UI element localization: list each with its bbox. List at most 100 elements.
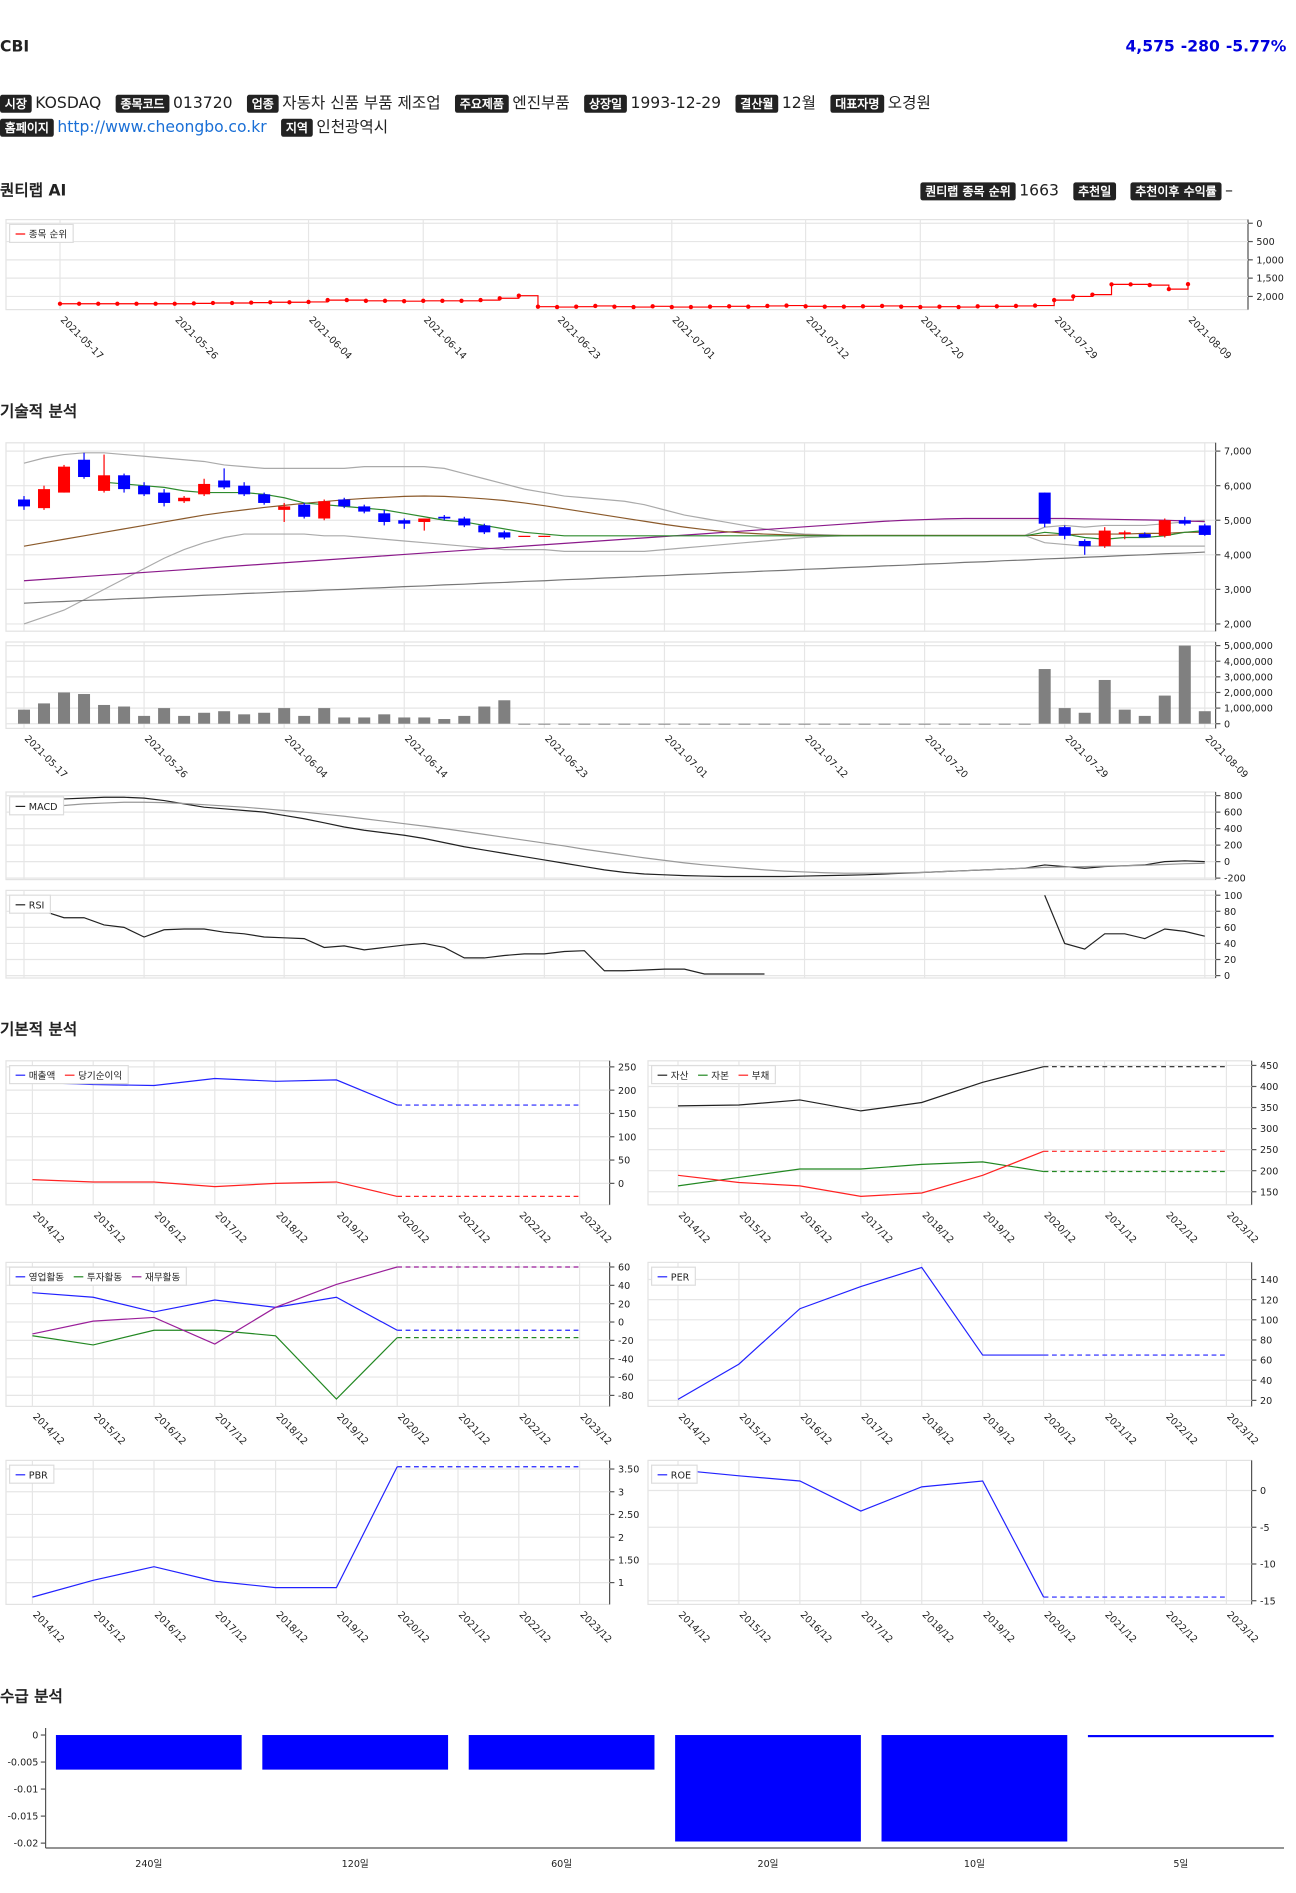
candle-body [118,475,131,490]
x-tick-label: 2016/12 [152,1210,188,1246]
homepage-link[interactable]: http://www.cheongbo.co.kr [57,118,267,136]
y-tick-label: 0 [32,1731,38,1742]
point [76,301,82,306]
x-tick-label: 2020/12 [1041,1610,1077,1646]
bar [478,706,491,724]
candle-body [17,499,31,507]
point [229,300,235,306]
point [688,304,694,310]
candle-body [258,494,271,503]
candle-body [378,513,391,522]
y-tick-label: 5,000,000 [1224,641,1273,652]
y-tick-label: 1.50 [618,1555,639,1566]
info-value: 인천광역시 [316,118,388,136]
y-tick-label: 200 [1224,841,1242,852]
x-tick-label: 2022/12 [1163,1610,1199,1646]
point [210,300,216,306]
series-line [64,796,1205,878]
x-tick-label: 2017/12 [213,1610,249,1646]
point [726,304,732,309]
bar [618,723,631,725]
y-tick-label: 2.50 [618,1510,639,1521]
bar [298,715,311,724]
series-line [677,1266,1044,1400]
bar [898,723,911,725]
point [497,296,502,301]
y-tick-label: 80 [1260,1336,1272,1347]
point [937,304,942,309]
section-title: 기술적 분석 [0,402,77,420]
point [459,298,464,303]
bar [675,1735,861,1842]
y-tick-label: 60 [1224,923,1236,934]
section-title: 기본적 분석 [0,1020,77,1038]
x-tick-label: 2017/12 [213,1210,249,1246]
point [975,304,980,309]
y-tick-label: 400 [1224,824,1242,835]
bar [1018,723,1031,725]
point [631,304,636,310]
bar [678,723,691,725]
point [554,304,560,310]
candle-body [178,497,191,502]
x-tick-label: 2020/12 [395,1412,431,1448]
bar [578,723,591,725]
badge [0,94,32,113]
x-tick-label: 2023/12 [1224,1412,1260,1448]
bar [262,1735,449,1770]
legend-label: 투자활동 [87,1271,122,1283]
info-value: KOSDAQ [35,94,101,112]
y-tick-label: 1,000,000 [1224,704,1273,715]
point [287,300,292,305]
x-tick-label: 2019/12 [334,1610,370,1646]
point [115,301,120,306]
x-tick-label: 2018/12 [920,1412,956,1448]
y-tick-label: 600 [1224,808,1242,819]
candle-body [1138,534,1151,538]
y-tick-label: 5,000 [1224,516,1251,527]
badge-label: 추천일 [1078,184,1111,199]
x-tick-label: 2018/12 [273,1210,309,1246]
point [707,304,713,309]
y-tick-label: 200 [1260,1166,1278,1177]
point [1109,282,1114,287]
badge [246,94,279,113]
x-tick-label: 2021-05-17 [58,315,105,362]
y-tick-label: -0.01 [14,1785,39,1796]
y-tick-label: 2,000 [1256,292,1283,303]
candle-body [78,459,91,478]
y-tick-label: 300 [1260,1124,1278,1135]
chart: 1 1.50 2 2.50 3 3.50 2014/12 2015/12 2016/12 2017… [5,1459,639,1646]
y-tick-label: 150 [1260,1187,1278,1198]
candle-body [1178,520,1191,524]
point [363,298,369,303]
y-tick-label: 40 [1260,1376,1272,1387]
badge [1130,182,1222,201]
candle-body [338,499,351,507]
legend-box [9,1266,187,1286]
point [746,304,751,309]
y-tick-label: 40 [1224,939,1236,950]
y-tick-label: 140 [1260,1275,1278,1286]
y-tick-label: -80 [618,1391,634,1402]
candle-body [1098,530,1111,547]
point [440,298,445,303]
x-tick-label: 2016/12 [798,1412,834,1448]
x-tick-label: 2014/12 [30,1412,66,1448]
badge-label: 상장일 [589,96,622,111]
bar [1118,709,1131,724]
bar [538,723,551,725]
bar [1178,645,1191,724]
x-tick-label: 2017/12 [213,1412,249,1448]
badge-label: 추천이후 수익률 [1135,184,1216,199]
candle-body [498,532,511,538]
bar [58,692,71,724]
candle-body [98,475,111,491]
point [593,303,598,309]
x-tick-label: 120일 [342,1859,369,1870]
info-value: 오경원 [888,94,931,112]
legend-box [651,1065,776,1085]
x-tick-label: 5일 [1173,1859,1188,1870]
bar [218,711,231,724]
point [1013,303,1019,309]
